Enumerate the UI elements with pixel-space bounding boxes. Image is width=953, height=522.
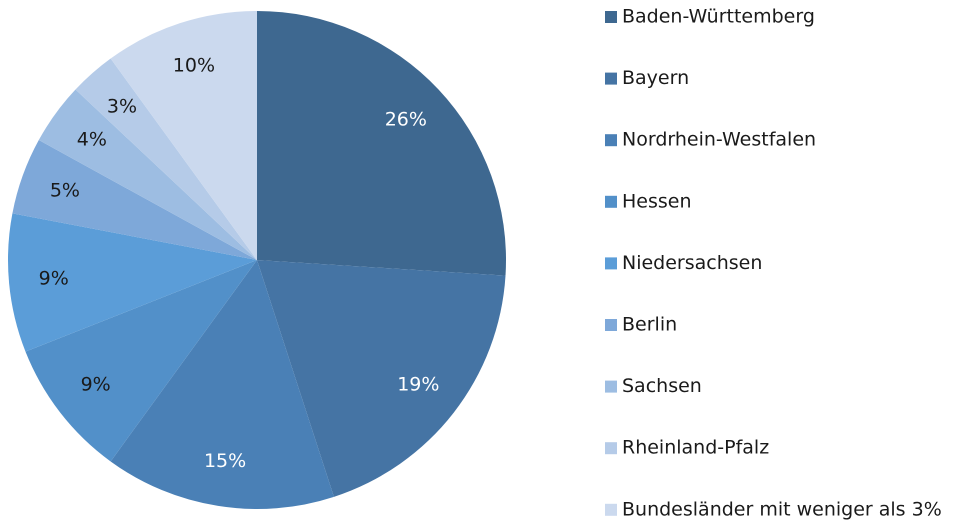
pie-slice bbox=[38, 89, 257, 261]
legend-label: Bayern bbox=[622, 67, 689, 89]
value-label: 15% bbox=[204, 450, 246, 472]
legend-label: Niedersachsen bbox=[622, 252, 762, 274]
legend-swatch bbox=[605, 72, 617, 85]
legend-swatch bbox=[605, 195, 617, 208]
pie-slice bbox=[257, 11, 506, 276]
legend-label: Baden-Württemberg bbox=[622, 6, 815, 28]
legend-swatch bbox=[605, 503, 617, 516]
pie-slice bbox=[75, 58, 257, 261]
legend-swatch bbox=[605, 380, 617, 393]
pie-slice bbox=[25, 260, 257, 462]
value-label: 19% bbox=[397, 374, 439, 396]
legend-swatch bbox=[605, 257, 617, 270]
legend-swatch bbox=[605, 319, 617, 331]
pie-slice bbox=[8, 213, 258, 352]
value-label: 9% bbox=[81, 374, 111, 396]
legend-swatch bbox=[605, 134, 617, 147]
legend-swatch bbox=[605, 11, 617, 23]
pie-slice bbox=[12, 140, 257, 260]
value-label: 10% bbox=[173, 54, 215, 76]
value-label: 4% bbox=[77, 128, 107, 150]
pie-slice bbox=[257, 260, 506, 497]
value-label: 9% bbox=[39, 268, 69, 290]
legend-swatch bbox=[605, 442, 617, 455]
legend-label: Sachsen bbox=[622, 375, 702, 397]
legend-label: Rheinland-Pfalz bbox=[622, 437, 769, 459]
value-label: 3% bbox=[107, 95, 137, 117]
legend-label: Nordrhein-Westfalen bbox=[622, 129, 816, 151]
legend-label: Bundesländer mit weniger als 3% bbox=[622, 498, 942, 520]
value-label: 26% bbox=[385, 109, 427, 131]
value-label: 5% bbox=[50, 179, 80, 201]
pie-slice bbox=[110, 11, 257, 260]
pie-slice bbox=[110, 260, 334, 509]
legend-label: Berlin bbox=[622, 314, 677, 336]
legend-label: Hessen bbox=[622, 190, 692, 212]
